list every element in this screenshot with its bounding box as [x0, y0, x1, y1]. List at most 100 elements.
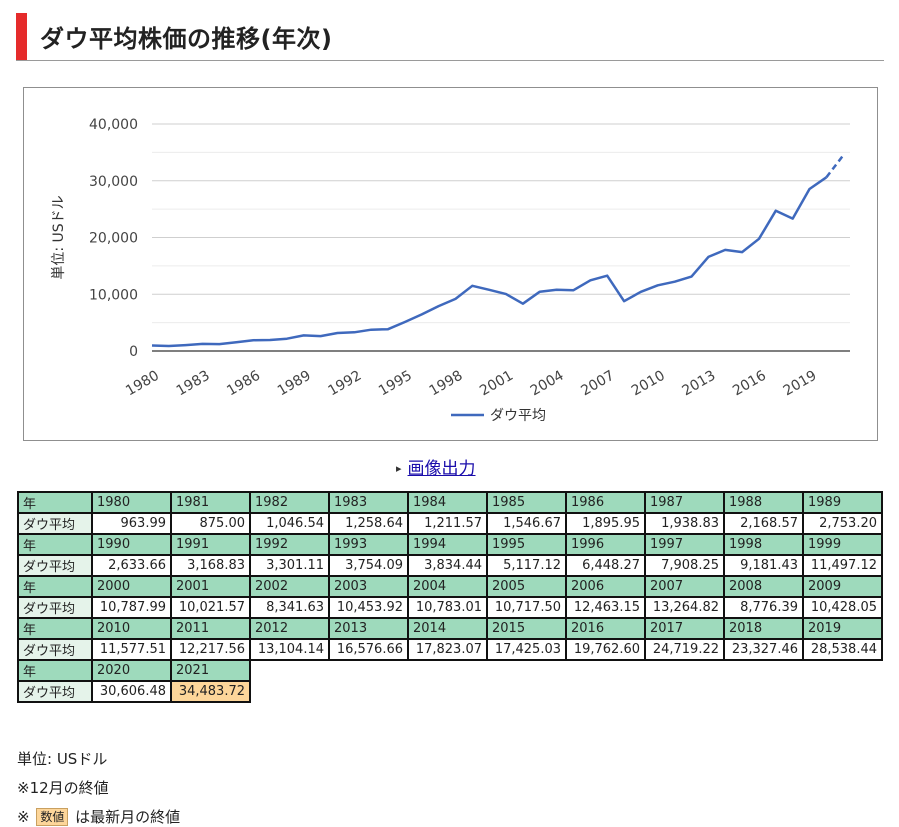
- year-cell: 1985: [486, 491, 567, 514]
- latest-note-text: は最新月の終値: [75, 808, 181, 826]
- year-cell: 1982: [249, 491, 330, 514]
- year-row: 年 2010 2011 2012 2013 2014 2015 2016 2017 2018 201…: [17, 617, 883, 640]
- data-point: [201, 343, 203, 345]
- data-point: [151, 344, 153, 346]
- value-cell: 10,717.50: [486, 596, 567, 619]
- value-cell: 875.00: [170, 512, 251, 535]
- data-point: [185, 344, 187, 346]
- unit-note: 単位: USドル: [17, 750, 108, 768]
- year-header-cell: 年: [17, 659, 93, 682]
- data-point: [437, 305, 439, 307]
- x-tick-label: 1980: [123, 368, 162, 400]
- export-image-label: 画像出力: [407, 459, 476, 479]
- year-cell: 2013: [328, 617, 409, 640]
- empty-cell: [645, 660, 724, 681]
- data-point: [842, 154, 844, 156]
- value-cell: 19,762.60: [565, 638, 646, 661]
- empty-cell: [329, 681, 408, 702]
- empty-cell: [724, 681, 803, 702]
- year-cell: 1993: [328, 533, 409, 556]
- year-cell: 1987: [644, 491, 725, 514]
- year-cell: 1980: [91, 491, 172, 514]
- data-point: [572, 289, 574, 291]
- data-point: [286, 337, 288, 339]
- year-cell: 2007: [644, 575, 725, 598]
- year-cell: 2000: [91, 575, 172, 598]
- year-cell: 1996: [565, 533, 646, 556]
- x-tick-label: 2013: [680, 368, 719, 400]
- x-tick-label: 1995: [376, 368, 415, 400]
- data-point: [555, 289, 557, 291]
- year-cell: 1984: [407, 491, 488, 514]
- data-point: [370, 328, 372, 330]
- value-cell: 10,021.57: [170, 596, 251, 619]
- value-cell: 16,576.66: [328, 638, 409, 661]
- y-tick-label: 10,000: [89, 287, 138, 303]
- x-tick-label: 2001: [477, 368, 516, 400]
- data-point: [539, 290, 541, 292]
- x-tick-label: 2004: [528, 368, 567, 400]
- year-row: 年 1980 1981 1982 1983 1984 1985 1986 1987 1988 198…: [17, 491, 883, 514]
- x-tick-label: 1998: [427, 368, 466, 400]
- x-tick-label: 1989: [275, 368, 314, 400]
- data-point: [825, 176, 827, 178]
- value-row: ダウ平均 2,633.66 3,168.83 3,301.11 3,754.09 3,83…: [17, 554, 883, 577]
- value-header-cell: ダウ平均: [17, 680, 93, 703]
- value-cell: 17,425.03: [486, 638, 567, 661]
- section-header: ダウ平均株価の推移(年次): [16, 13, 884, 61]
- empty-cell: [803, 681, 882, 702]
- empty-cell: [329, 660, 408, 681]
- export-image-link[interactable]: ▸ 画像出力: [396, 454, 476, 479]
- year-cell: 1988: [723, 491, 804, 514]
- value-cell: 10,428.05: [802, 596, 883, 619]
- empty-cell: [408, 681, 487, 702]
- data-point: [758, 238, 760, 240]
- year-row: 年 1990 1991 1992 1993 1994 1995 1996 1997 1998 199…: [17, 533, 883, 556]
- value-row: ダウ平均 30,606.48 34,483.72: [17, 680, 882, 703]
- latest-note: ※ 数値 は最新月の終値: [17, 806, 180, 827]
- year-row: 年 2020 2021: [17, 659, 882, 682]
- year-cell: 1981: [170, 491, 251, 514]
- data-point: [724, 249, 726, 251]
- data-point: [353, 331, 355, 333]
- year-cell: 1990: [91, 533, 172, 556]
- value-cell: 1,895.95: [565, 512, 646, 535]
- year-cell: 2016: [565, 617, 646, 640]
- empty-cell: [724, 660, 803, 681]
- value-cell: 963.99: [91, 512, 172, 535]
- data-point: [303, 334, 305, 336]
- value-row: ダウ平均 10,787.99 10,021.57 8,341.63 10,453.92 1…: [17, 596, 883, 619]
- data-point: [505, 293, 507, 295]
- year-cell: 2009: [802, 575, 883, 598]
- value-row: ダウ平均 963.99 875.00 1,046.54 1,258.64 1,211.57…: [17, 512, 883, 535]
- year-cell: 2019: [802, 617, 883, 640]
- data-point: [690, 275, 692, 277]
- value-header-cell: ダウ平均: [17, 638, 93, 661]
- year-cell: 2020: [91, 659, 172, 682]
- x-tick-label: 2019: [781, 368, 820, 400]
- empty-cell: [566, 681, 645, 702]
- empty-cell: [250, 660, 329, 681]
- chart-panel: 0 10,000 20,000 30,000 40,000 1980 1983 1986 198…: [23, 87, 878, 441]
- value-cell: 28,538.44: [802, 638, 883, 661]
- data-point: [657, 284, 659, 286]
- year-cell: 1991: [170, 533, 251, 556]
- value-header-cell: ダウ平均: [17, 554, 93, 577]
- series-line-dow: [151, 176, 828, 348]
- year-cell: 1994: [407, 533, 488, 556]
- data-point: [775, 210, 777, 212]
- year-header-cell: 年: [17, 575, 93, 598]
- line-chart: 0 10,000 20,000 30,000 40,000 1980 1983 1986 198…: [51, 117, 850, 424]
- year-cell: 1992: [249, 533, 330, 556]
- value-cell: 17,823.07: [407, 638, 488, 661]
- latest-badge: 数値: [36, 808, 69, 826]
- empty-cell: [645, 681, 724, 702]
- data-point: [218, 343, 220, 345]
- latest-note-prefix: ※: [17, 808, 30, 826]
- x-tick-label: 2010: [629, 368, 668, 400]
- data-point: [404, 321, 406, 323]
- page-title: ダウ平均株価の推移(年次): [40, 25, 333, 53]
- year-cell: 2002: [249, 575, 330, 598]
- year-cell: 1999: [802, 533, 883, 556]
- data-point: [168, 345, 170, 347]
